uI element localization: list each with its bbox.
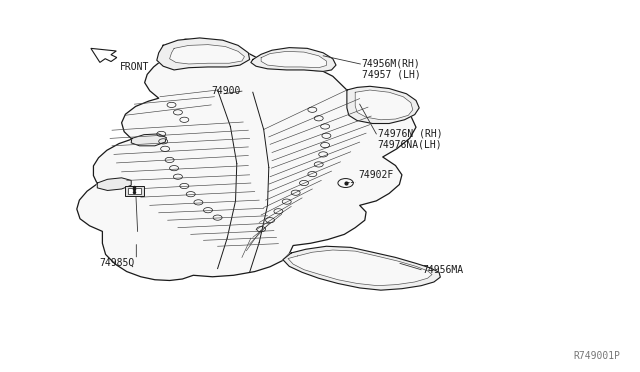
Polygon shape xyxy=(97,178,131,190)
Polygon shape xyxy=(77,39,416,280)
Text: 74957 (LH): 74957 (LH) xyxy=(362,70,420,79)
Bar xyxy=(125,186,144,196)
Text: 74956MA: 74956MA xyxy=(422,265,463,275)
Text: FRONT: FRONT xyxy=(120,62,150,73)
Polygon shape xyxy=(283,246,440,290)
Text: 74900: 74900 xyxy=(211,86,241,96)
Polygon shape xyxy=(91,48,116,62)
Text: R749001P: R749001P xyxy=(574,351,621,361)
Text: 74985Q: 74985Q xyxy=(99,257,134,267)
Polygon shape xyxy=(251,48,336,71)
Polygon shape xyxy=(170,45,244,64)
Text: 74956M(RH): 74956M(RH) xyxy=(362,59,420,69)
Polygon shape xyxy=(131,134,166,146)
Polygon shape xyxy=(347,86,419,124)
Text: 74902F: 74902F xyxy=(358,170,394,180)
Text: 74976NA(LH): 74976NA(LH) xyxy=(378,140,442,149)
Polygon shape xyxy=(288,250,432,286)
Bar xyxy=(128,188,141,194)
Text: 74976N (RH): 74976N (RH) xyxy=(378,129,442,139)
Polygon shape xyxy=(157,38,250,70)
Polygon shape xyxy=(261,51,326,68)
Polygon shape xyxy=(355,90,413,120)
